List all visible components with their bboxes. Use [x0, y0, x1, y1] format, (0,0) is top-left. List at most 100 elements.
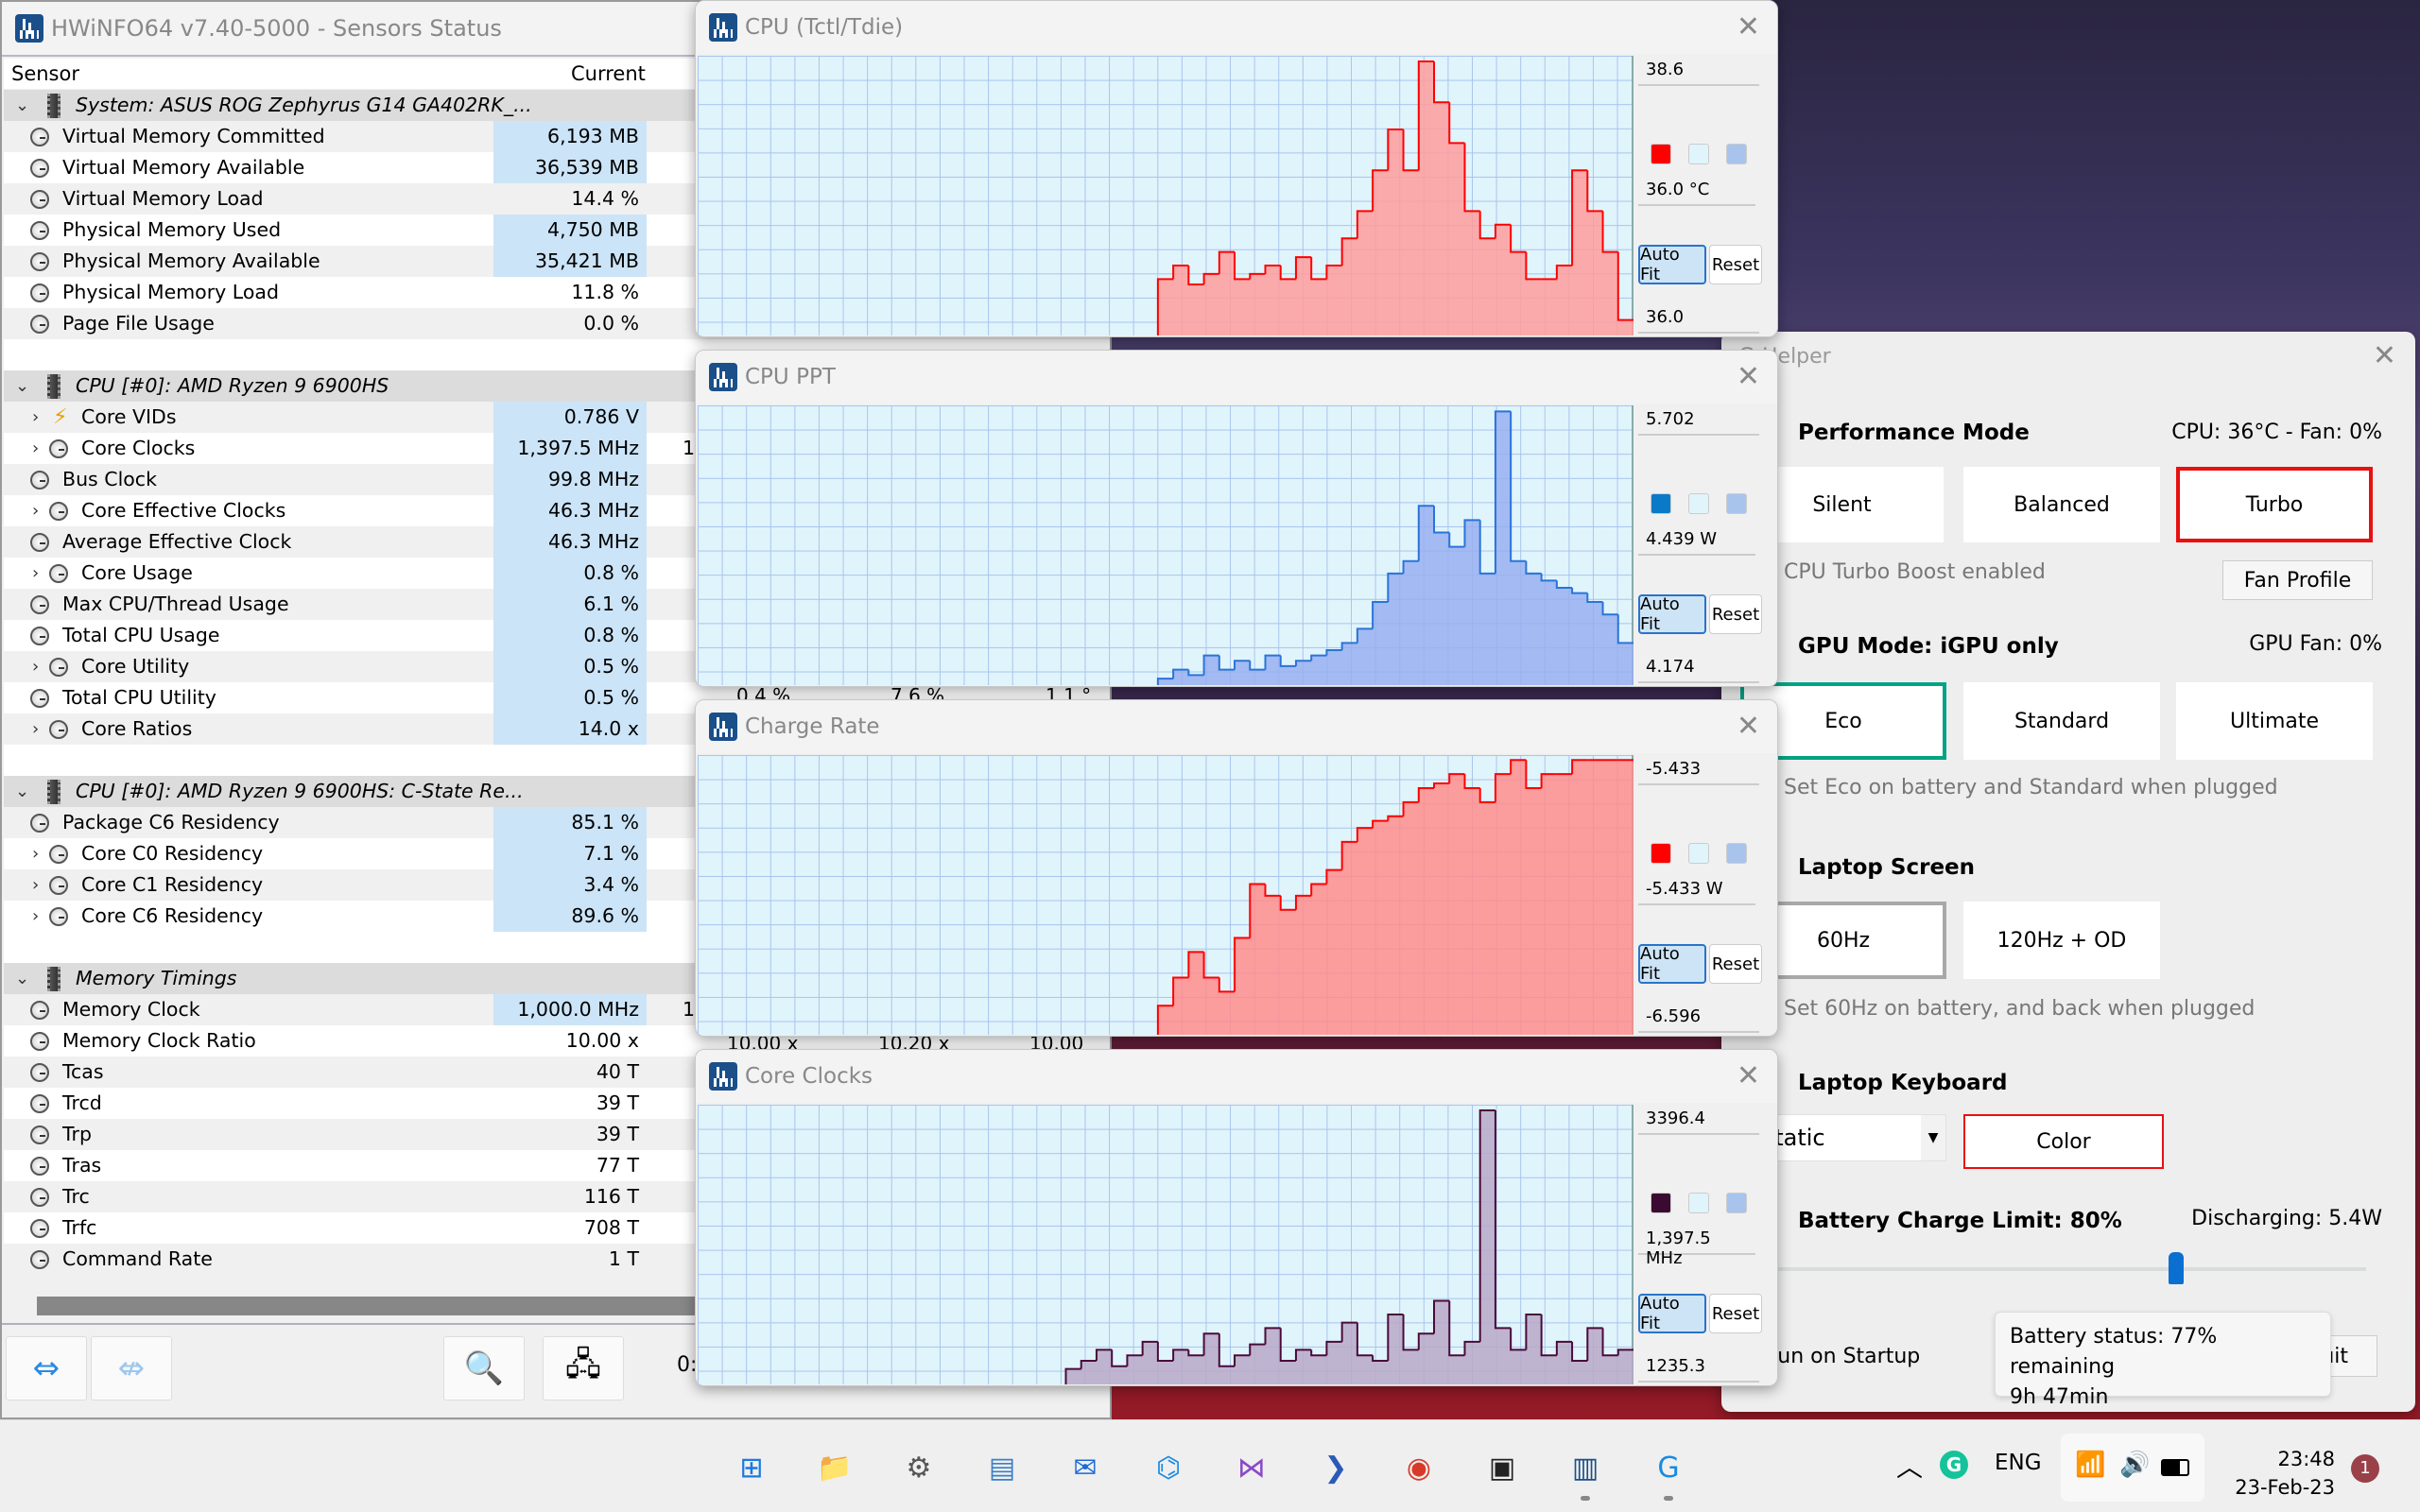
notification-badge[interactable]: 1: [2351, 1454, 2379, 1483]
chevron-right-icon[interactable]: ›: [32, 563, 40, 583]
auto-fit-button[interactable]: Auto Fit: [1638, 944, 1706, 984]
network-button[interactable]: 🖧: [543, 1336, 624, 1400]
chevron-down-icon[interactable]: ⌄: [15, 969, 30, 988]
gpu-standard-button[interactable]: Standard: [1963, 682, 2160, 760]
reset-button[interactable]: Reset: [1709, 1294, 1762, 1333]
close-icon[interactable]: ✕: [2372, 339, 2396, 372]
series-point: [1402, 800, 1419, 816]
magnifier-monitor-icon: 🔍: [463, 1349, 505, 1387]
chevron-right-icon[interactable]: ›: [32, 719, 40, 739]
reset-button[interactable]: Reset: [1709, 594, 1762, 634]
series-point: [1478, 1109, 1495, 1342]
hwinfo-app-icon: [709, 363, 737, 391]
sensor-label: Command Rate: [62, 1247, 213, 1270]
settings-icon[interactable]: ⚙: [906, 1451, 932, 1485]
gpu-ultimate-button[interactable]: Ultimate: [2176, 682, 2373, 760]
clock-icon: [49, 907, 68, 926]
auto-fit-button[interactable]: Auto Fit: [1638, 245, 1706, 284]
g-helper-icon[interactable]: G: [1657, 1451, 1680, 1485]
line-color-swatch[interactable]: [1651, 493, 1671, 514]
chrome-icon[interactable]: ◉: [1406, 1451, 1432, 1485]
keyboard-color-button[interactable]: Color: [1963, 1114, 2164, 1169]
clock-icon: [30, 1157, 49, 1176]
chevron-right-icon[interactable]: ›: [32, 906, 40, 926]
chevron-right-icon[interactable]: ›: [32, 657, 40, 677]
sensor-search-button[interactable]: 🔍: [443, 1336, 525, 1400]
chevron-right-icon[interactable]: ›: [32, 438, 40, 458]
chevron-right-icon[interactable]: ›: [32, 844, 40, 864]
series-point: [1601, 211, 1618, 253]
close-icon[interactable]: ✕: [1736, 360, 1760, 393]
graph-title-bar[interactable]: Core Clocks: [696, 1050, 1777, 1103]
slider-thumb[interactable]: [2168, 1252, 2184, 1284]
col-current-header[interactable]: Current: [571, 62, 646, 85]
hwinfo-app-icon: [15, 14, 43, 43]
screen-120hz-button[interactable]: 120Hz + OD: [1963, 902, 2160, 979]
chevron-right-icon[interactable]: ›: [32, 407, 40, 427]
chevron-down-icon[interactable]: ⌄: [15, 782, 30, 801]
collapse-columns-button[interactable]: ⇎: [91, 1336, 172, 1400]
quick-settings-button[interactable]: 📶 🔊: [2061, 1434, 2204, 1502]
graph-title-bar[interactable]: CPU PPT: [696, 351, 1777, 404]
close-icon[interactable]: ✕: [1736, 10, 1760, 43]
line-color-swatch[interactable]: [1651, 1193, 1671, 1213]
series-point: [1279, 266, 1296, 281]
reset-button[interactable]: Reset: [1709, 944, 1762, 984]
clock-icon: [49, 845, 68, 864]
graph-title-bar[interactable]: CPU (Tctl/Tdie): [696, 1, 1777, 54]
grid-color-swatch[interactable]: [1726, 493, 1747, 514]
mode-balanced-button[interactable]: Balanced: [1963, 467, 2160, 542]
line-color-swatch[interactable]: [1651, 843, 1671, 864]
grid-color-swatch[interactable]: [1726, 144, 1747, 164]
mail-icon[interactable]: ✉: [1073, 1451, 1098, 1485]
chevron-right-icon[interactable]: ›: [32, 501, 40, 521]
background-color-swatch[interactable]: [1688, 1193, 1709, 1213]
language-indicator[interactable]: ENG: [1995, 1451, 2042, 1475]
clock-icon: [30, 1001, 49, 1020]
sensor-current-value: 39 T: [596, 1123, 639, 1145]
windows-start-icon[interactable]: ⊞: [739, 1451, 764, 1485]
grid-color-swatch[interactable]: [1726, 843, 1747, 864]
auto-fit-button[interactable]: Auto Fit: [1638, 1294, 1706, 1333]
graph-series: [1156, 759, 1634, 1035]
chevron-down-icon[interactable]: ⌄: [15, 95, 30, 115]
col-sensor-header[interactable]: Sensor: [11, 62, 79, 85]
background-color-swatch[interactable]: [1688, 144, 1709, 164]
background-color-swatch[interactable]: [1688, 843, 1709, 864]
auto-fit-button[interactable]: Auto Fit: [1638, 594, 1706, 634]
visual-studio-icon[interactable]: ⋈: [1237, 1451, 1266, 1485]
grid-color-swatch[interactable]: [1726, 1193, 1747, 1213]
toolbar-divider: [2, 1323, 1110, 1325]
chevron-right-icon[interactable]: ›: [32, 875, 40, 895]
background-color-swatch[interactable]: [1688, 493, 1709, 514]
close-icon[interactable]: ✕: [1736, 710, 1760, 743]
file-explorer-icon[interactable]: 📁: [817, 1451, 853, 1485]
hwinfo-icon[interactable]: ▥: [1571, 1451, 1599, 1485]
series-point: [1616, 251, 1634, 321]
chevron-down-icon[interactable]: ⌄: [15, 376, 30, 396]
mode-turbo-button[interactable]: Turbo: [2176, 467, 2373, 542]
charge-limit-slider[interactable]: [1750, 1252, 2366, 1284]
graph-title-bar[interactable]: Charge Rate: [696, 700, 1777, 753]
arrows-out-icon: ⇔: [32, 1349, 60, 1387]
series-point: [1571, 759, 1588, 775]
powershell-icon[interactable]: ❯: [1323, 1451, 1348, 1485]
sensor-current-value: 46.3 MHz: [493, 526, 647, 558]
grammarly-tray-icon[interactable]: G: [1940, 1451, 1968, 1479]
reset-button[interactable]: Reset: [1709, 245, 1762, 284]
horizontal-scrollbar[interactable]: [37, 1297, 699, 1315]
line-color-swatch[interactable]: [1651, 144, 1671, 164]
terminal-icon[interactable]: ▣: [1488, 1451, 1516, 1485]
gpu-mode-heading: GPU Mode: iGPU only: [1798, 634, 2059, 659]
close-icon[interactable]: ✕: [1736, 1059, 1760, 1092]
sensor-label: Core Ratios: [81, 717, 193, 740]
expand-columns-button[interactable]: ⇔: [6, 1336, 87, 1400]
run-on-startup-label[interactable]: Run on Startup: [1764, 1345, 1921, 1368]
control-panel-icon[interactable]: ▤: [988, 1451, 1016, 1485]
vscode-icon[interactable]: ⌬: [1155, 1451, 1182, 1485]
chevron-up-icon[interactable]: ︿: [1896, 1452, 1924, 1483]
clock[interactable]: 23:48 23-Feb-23: [2218, 1445, 2335, 1502]
series-point: [1372, 601, 1389, 629]
fan-profile-button[interactable]: Fan Profile: [2222, 560, 2373, 600]
series-point: [1141, 1340, 1158, 1356]
